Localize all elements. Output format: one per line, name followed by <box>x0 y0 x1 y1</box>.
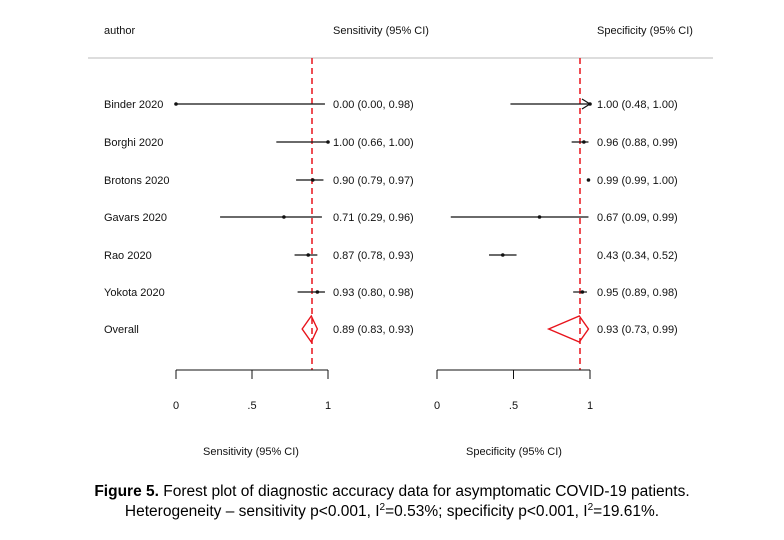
study-label: Binder 2020 <box>104 99 163 111</box>
study-label: Gavars 2020 <box>104 212 167 224</box>
specificity-estimate-text: 0.43 (0.34, 0.52) <box>597 250 678 262</box>
specificity-point-estimate <box>580 290 585 294</box>
caption-text-2c: =19.61%. <box>593 503 660 520</box>
specificity-estimate-text: 1.00 (0.48, 1.00) <box>597 99 678 111</box>
sensitivity-summary-diamond <box>301 314 319 344</box>
sensitivity-tick-label: .5 <box>247 400 256 412</box>
study-label: Brotons 2020 <box>104 175 169 187</box>
sensitivity-estimate-text: 0.93 (0.80, 0.98) <box>333 287 414 299</box>
study-label: Yokota 2020 <box>104 287 165 299</box>
specificity-tick-label: 0 <box>434 400 440 412</box>
chart-marks: Binder 2020 Borghi 2020 Brotons 2020 Gavars… <box>104 58 678 412</box>
specificity-header: Specificity (95% CI) <box>597 25 693 37</box>
author-header: author <box>104 25 136 37</box>
specificity-summary-diamond <box>546 315 590 343</box>
caption-text-1: Forest plot of diagnostic accuracy data … <box>158 483 690 500</box>
sensitivity-estimate-text: 0.87 (0.78, 0.93) <box>333 250 414 262</box>
sensitivity-point-estimate <box>311 178 315 182</box>
caption-superscript-1: 2 <box>379 501 386 513</box>
sensitivity-estimate-text: 0.00 (0.00, 0.98) <box>333 99 414 111</box>
caption-label: Figure 5. <box>94 483 159 500</box>
specificity-point-estimate <box>588 102 592 106</box>
sensitivity-estimate-text: 0.90 (0.79, 0.97) <box>333 175 414 187</box>
study-label: Borghi 2020 <box>104 137 163 149</box>
caption-line-1: Figure 5. Forest plot of diagnostic accu… <box>0 482 784 502</box>
sensitivity-header: Sensitivity (95% CI) <box>333 25 429 37</box>
caption-line-2: Heterogeneity – sensitivity p<0.001, I2=… <box>0 502 784 522</box>
specificity-point-estimate <box>500 253 505 257</box>
sensitivity-estimate-text: 0.71 (0.29, 0.96) <box>333 212 414 224</box>
study-label: Rao 2020 <box>104 250 152 262</box>
x-axis-label-sensitivity: Sensitivity (95% CI) <box>203 446 299 458</box>
sensitivity-tick-label: 1 <box>325 400 331 412</box>
specificity-tick-label: .5 <box>509 400 518 412</box>
specificity-estimate-text: 0.99 (0.99, 1.00) <box>597 175 678 187</box>
sensitivity-tick-label: 0 <box>173 400 179 412</box>
sensitivity-point-estimate <box>282 215 286 219</box>
specificity-estimate-text: 0.67 (0.09, 0.99) <box>597 212 678 224</box>
specificity-point-estimate <box>582 140 586 144</box>
specificity-point-estimate <box>537 215 542 219</box>
specificity-tick-label: 1 <box>587 400 593 412</box>
x-axis-label-specificity: Specificity (95% CI) <box>466 446 562 458</box>
sensitivity-point-estimate <box>315 290 320 294</box>
specificity-point-estimate <box>586 178 591 182</box>
sensitivity-estimate-text: 1.00 (0.66, 1.00) <box>333 137 414 149</box>
caption-superscript-2: 2 <box>587 501 594 513</box>
study-label: Overall <box>104 324 139 336</box>
caption-text-2b: =0.53%; specificity p<0.001, I <box>385 503 588 520</box>
figure-caption: Figure 5. Forest plot of diagnostic accu… <box>0 482 784 522</box>
specificity-overall-text: 0.93 (0.73, 0.99) <box>597 324 678 336</box>
specificity-estimate-text: 0.96 (0.88, 0.99) <box>597 137 678 149</box>
sensitivity-point-estimate <box>326 140 330 144</box>
sensitivity-point-estimate <box>306 253 311 257</box>
sensitivity-point-estimate <box>174 102 178 106</box>
caption-text-2a: Heterogeneity – sensitivity p<0.001, I <box>124 503 380 520</box>
specificity-estimate-text: 0.95 (0.89, 0.98) <box>597 287 678 299</box>
forest-plot: author Sensitivity (95% CI) Specificity … <box>88 25 713 458</box>
sensitivity-overall-text: 0.89 (0.83, 0.93) <box>333 324 414 336</box>
